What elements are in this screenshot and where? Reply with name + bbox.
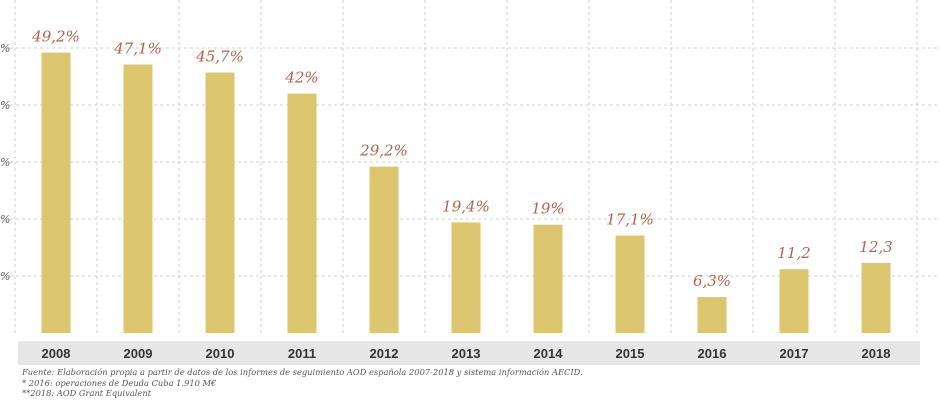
value-label-2018: 12,3: [859, 238, 892, 256]
x-tick-label-2018: 2018: [862, 346, 891, 361]
value-label-2016: 6,3%: [693, 272, 731, 290]
y-axis-ticks: %%%%%: [0, 42, 10, 283]
x-tick-label-2014: 2014: [534, 346, 564, 361]
bar-2010: [205, 72, 235, 333]
value-label-2011: 42%: [284, 69, 318, 87]
y-tick-label: %: [0, 156, 10, 169]
x-tick-label-2013: 2013: [452, 346, 481, 361]
value-label-2014: 19%: [531, 200, 564, 218]
bar-2018: [861, 262, 891, 333]
bar-2012: [369, 166, 399, 333]
x-axis-band: [18, 341, 920, 365]
x-tick-label-2011: 2011: [288, 346, 316, 361]
x-tick-label-2015: 2015: [616, 346, 645, 361]
footnote-2016: * 2016: operaciones de Deuda Cuba 1.910 …: [22, 377, 217, 388]
x-tick-label-2010: 2010: [206, 346, 235, 361]
source-note: Fuente: Elaboración propia a partir de d…: [22, 367, 583, 377]
value-label-2010: 45,7%: [195, 48, 244, 66]
y-tick-label: %: [0, 270, 10, 283]
y-tick-label: %: [0, 99, 10, 112]
x-axis-ticks: 2008 2009 2010 2011 2012 2013 2014 2015 2016 2017…: [42, 346, 891, 361]
value-labels: 49,2% 47,1% 45,7% 42% 29,2% 19,4% 19% 17,1% 6,3%…: [31, 28, 893, 291]
x-tick-label-2017: 2017: [780, 346, 809, 361]
value-label-2008: 49,2%: [31, 28, 80, 46]
bar-2015: [615, 235, 645, 333]
y-tick-label: %: [0, 213, 10, 226]
value-label-2013: 19,4%: [442, 197, 490, 215]
bar-2008: [41, 52, 71, 334]
bar-2009: [123, 64, 153, 333]
bar-2016: [697, 297, 727, 333]
x-tick-label-2008: 2008: [42, 346, 71, 361]
x-tick-label-2016: 2016: [698, 346, 727, 361]
value-label-2015: 17,1%: [606, 211, 654, 229]
value-label-2009: 47,1%: [113, 40, 162, 58]
value-label-2017: 11,2: [777, 244, 810, 262]
y-tick-label: %: [0, 42, 10, 55]
footnote-2018: **2018: AOD Grant Equivalent: [22, 388, 152, 398]
bar-2014: [533, 224, 563, 333]
x-tick-label-2009: 2009: [124, 346, 153, 361]
bars: [41, 52, 891, 334]
footnotes: Fuente: Elaboración propia a partir de d…: [22, 367, 583, 399]
bar-2017: [779, 269, 809, 333]
value-label-2012: 29,2%: [359, 142, 408, 160]
bar-2013: [451, 222, 481, 333]
x-tick-label-2012: 2012: [370, 346, 399, 361]
bar-2011: [287, 93, 317, 333]
